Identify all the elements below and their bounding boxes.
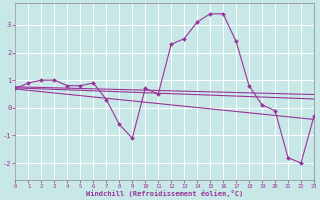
X-axis label: Windchill (Refroidissement éolien,°C): Windchill (Refroidissement éolien,°C) [86,190,243,197]
